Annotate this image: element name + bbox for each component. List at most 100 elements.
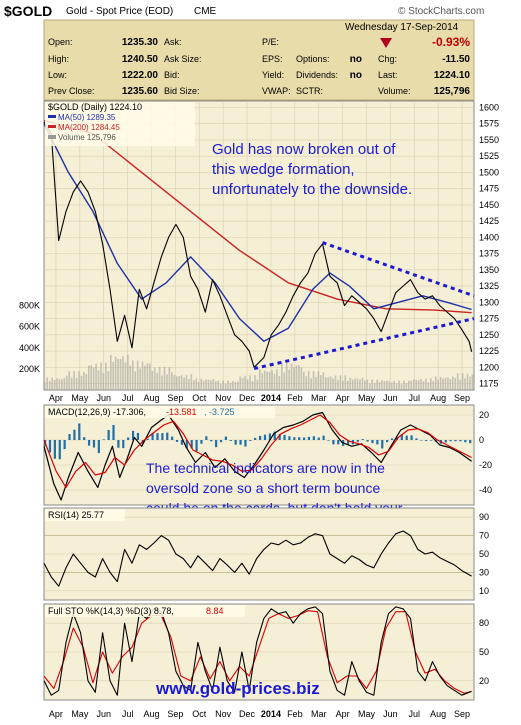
legend-swatch-ma200 (48, 125, 56, 128)
volume-bar (97, 370, 100, 390)
x-axis-label: Jun (96, 393, 111, 403)
macd-histogram-bar (283, 435, 286, 440)
price-title: $GOLD (Daily) 1224.10 (48, 102, 142, 112)
volume-bar (256, 379, 259, 390)
rsi-title: RSI(14) 25.77 (48, 510, 104, 520)
x-axis-label: Sep (167, 393, 183, 403)
volume-bar (254, 375, 256, 390)
volume-bar (151, 370, 154, 390)
header-field-label: Ask: (164, 37, 182, 47)
volume-bar (290, 363, 293, 390)
sto-d-line (43, 610, 472, 694)
macd-histogram-bar (298, 437, 301, 440)
volume-bar (78, 371, 80, 390)
macd-histogram-bar (92, 440, 96, 448)
volume-bar (173, 375, 176, 390)
volume-bar (193, 380, 195, 390)
volume-bar (364, 380, 366, 390)
price-legend-box (45, 102, 195, 146)
down-arrow-icon (380, 38, 392, 48)
indicator-annotation: The technical indicators are now in the (146, 460, 385, 476)
macd-histogram-bar (459, 440, 462, 442)
wedge-lower-trendline (253, 317, 475, 371)
volume-bar (68, 371, 71, 390)
volume-bar (300, 367, 303, 390)
macd-histogram-bar (229, 440, 232, 441)
copyright-label: © StockCharts.com (398, 6, 485, 17)
volume-bar (359, 379, 361, 390)
volume-bar (217, 380, 220, 390)
sto-tick-label: 20 (479, 676, 489, 686)
volume-bar (195, 378, 198, 390)
volume-bar (432, 381, 435, 390)
volume-bar (368, 383, 371, 390)
volume-bar (271, 370, 273, 390)
macd-histogram-bar (263, 434, 267, 440)
volume-bar (454, 377, 457, 390)
volume-bar (388, 381, 391, 390)
volume-bar (310, 378, 312, 390)
macd-histogram-bar (332, 440, 335, 445)
volume-bar (53, 379, 56, 390)
header-field-label: VWAP: (262, 86, 291, 96)
macd-histogram-bar (73, 429, 76, 440)
volume-bar (425, 378, 427, 390)
x-axis-label: Nov (215, 393, 232, 403)
volume-bar (452, 376, 454, 390)
macd-histogram-bar (259, 435, 262, 440)
sto-k-line (43, 606, 472, 696)
header-field-label: Options: (296, 54, 330, 64)
volume-bar (447, 377, 449, 390)
volume-bar (324, 377, 327, 390)
macd-histogram-bar (112, 425, 115, 440)
volume-bar (112, 361, 115, 390)
macd-tick-label: -20 (479, 460, 492, 470)
volume-bar (322, 372, 325, 390)
volume-bar (51, 377, 53, 390)
macd-histogram-bar (288, 436, 291, 440)
volume-bar (356, 378, 359, 390)
volume-bar (283, 372, 286, 390)
price-tick-label: 1275 (479, 314, 499, 324)
volume-bar (366, 379, 369, 390)
volume-bar (210, 380, 212, 390)
macd-histogram-bar (361, 439, 364, 440)
macd-histogram-bar (386, 440, 389, 443)
wedge-upper-trendline (322, 241, 475, 298)
x-axis-label-bottom: Feb (287, 709, 303, 719)
volume-bar (156, 372, 158, 390)
macd-histogram-bar (87, 440, 91, 446)
price-tick-label: 1575 (479, 119, 499, 129)
macd-histogram-bar (302, 437, 306, 440)
volume-bar (280, 362, 283, 390)
volume-bar (337, 379, 339, 390)
ma200-line (43, 119, 472, 314)
volume-bar (312, 371, 315, 390)
volume-bar (439, 376, 442, 390)
x-axis-label-bottom: Sep (167, 709, 183, 719)
header-symbol: $GOLD (4, 3, 53, 19)
volume-bar (144, 365, 146, 390)
volume-bar (261, 373, 264, 390)
header-date: Wednesday 17-Sep-2014 (345, 22, 459, 33)
price-tick-label: 1350 (479, 265, 499, 275)
header-field-value: 1240.50 (122, 54, 159, 65)
sto-legend-box (45, 605, 245, 617)
volume-bar (383, 381, 386, 390)
volume-bar (442, 378, 444, 390)
header-field-label: P/E: (262, 37, 279, 47)
volume-bar (119, 359, 122, 390)
volume-bar (464, 378, 466, 390)
header-field-value: no (350, 54, 362, 65)
macd-signal-line (43, 414, 472, 489)
macd-histogram-bar (53, 440, 56, 459)
header-field-label: Last: (378, 70, 398, 80)
x-axis-label-bottom: Jul (122, 709, 134, 719)
header-field-label: SCTR: (296, 86, 323, 96)
volume-bar (239, 376, 242, 390)
watermark-url: www.gold-prices.biz (155, 679, 320, 698)
macd-histogram-bar (205, 436, 208, 440)
volume-bar (237, 381, 239, 390)
macd-histogram-bar (102, 439, 105, 440)
